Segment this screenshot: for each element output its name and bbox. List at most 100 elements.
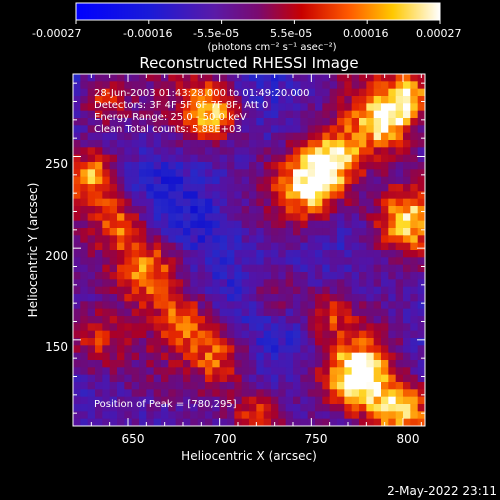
heatmap-cell	[344, 110, 353, 119]
heatmap-cell	[337, 308, 345, 317]
heatmap-cell	[117, 323, 125, 332]
heatmap-cell	[161, 110, 169, 119]
heatmap-cell	[307, 118, 316, 126]
heatmap-cell	[293, 140, 301, 148]
heatmap-cell	[256, 103, 265, 112]
heatmap-cell	[307, 125, 316, 134]
heatmap-cell	[212, 191, 221, 200]
heatmap-cell	[241, 345, 250, 354]
heatmap-cell	[410, 250, 419, 258]
heatmap-cell	[359, 213, 367, 222]
heatmap-cell	[329, 382, 338, 390]
heatmap-cell	[293, 330, 301, 339]
heatmap-cell	[212, 352, 221, 361]
heatmap-cell	[403, 389, 411, 398]
heatmap-cell	[109, 184, 118, 192]
heatmap-cell	[417, 396, 426, 405]
heatmap-cell	[307, 257, 316, 266]
heatmap-cell	[256, 140, 265, 148]
heatmap-cell	[234, 389, 243, 398]
heatmap-cell	[388, 272, 397, 280]
heatmap-cell	[337, 74, 345, 82]
heatmap-cell	[395, 389, 404, 398]
heatmap-cell	[410, 206, 419, 214]
heatmap-cell	[183, 308, 191, 317]
heatmap-cell	[410, 374, 419, 383]
heatmap-cell	[161, 396, 169, 405]
heatmap-cell	[241, 125, 250, 134]
heatmap-cell	[124, 242, 133, 251]
heatmap-cell	[351, 279, 360, 288]
heatmap-cell	[359, 74, 367, 82]
heatmap-cell	[153, 191, 162, 200]
heatmap-cell	[153, 206, 162, 214]
heatmap-cell	[117, 88, 125, 97]
heatmap-cell	[271, 264, 279, 273]
heatmap-cell	[124, 132, 133, 141]
heatmap-cell	[161, 294, 169, 302]
heatmap-cell	[241, 308, 250, 317]
heatmap-cell	[183, 176, 191, 185]
heatmap-cell	[95, 301, 103, 310]
heatmap-cell	[293, 316, 301, 324]
heatmap-cell	[102, 286, 111, 295]
heatmap-cell	[410, 257, 419, 266]
heatmap-cell	[153, 125, 162, 134]
heatmap-cell	[344, 184, 353, 192]
heatmap-cell	[395, 345, 404, 354]
heatmap-cell	[95, 169, 103, 178]
heatmap-cell	[381, 162, 389, 170]
heatmap-cell	[190, 264, 199, 273]
heatmap-cell	[227, 286, 235, 295]
heatmap-cell	[344, 250, 353, 258]
heatmap-cell	[373, 330, 382, 339]
heatmap-cell	[161, 286, 169, 295]
heatmap-cell	[315, 330, 323, 339]
heatmap-cell	[168, 125, 177, 134]
heatmap-cell	[87, 294, 96, 302]
heatmap-cell	[227, 360, 235, 368]
heatmap-cell	[212, 147, 221, 156]
heatmap-cell	[395, 162, 404, 170]
heatmap-cell	[395, 184, 404, 192]
heatmap-cell	[278, 184, 287, 192]
heatmap-cell	[381, 250, 389, 258]
heatmap-cell	[359, 198, 367, 207]
heatmap-cell	[139, 272, 147, 280]
heatmap-cell	[307, 191, 316, 200]
heatmap-cell	[190, 184, 199, 192]
heatmap-cell	[234, 367, 243, 376]
heatmap-cell	[153, 242, 162, 251]
heatmap-cell	[388, 132, 397, 141]
heatmap-cell	[227, 294, 235, 302]
heatmap-cell	[234, 396, 243, 405]
heatmap-cell	[95, 103, 103, 112]
heatmap-cell	[388, 213, 397, 222]
heatmap-cell	[351, 382, 360, 390]
heatmap-cell	[278, 198, 287, 207]
heatmap-cell	[403, 169, 411, 178]
heatmap-cell	[80, 132, 89, 141]
heatmap-cell	[337, 279, 345, 288]
heatmap-cell	[293, 389, 301, 398]
heatmap-cell	[183, 250, 191, 258]
heatmap-cell	[256, 213, 265, 222]
heatmap-cell	[285, 81, 294, 90]
heatmap-cell	[278, 125, 287, 134]
heatmap-cell	[359, 360, 367, 368]
heatmap-cell	[73, 103, 81, 112]
heatmap-cell	[183, 279, 191, 288]
heatmap-cell	[329, 118, 338, 126]
heatmap-cell	[234, 220, 243, 229]
heatmap-cell	[307, 330, 316, 339]
heatmap-cell	[80, 360, 89, 368]
heatmap-cell	[146, 367, 155, 376]
heatmap-cell	[249, 176, 257, 185]
heatmap-cell	[329, 301, 338, 310]
heatmap-cell	[124, 338, 133, 346]
heatmap-cell	[417, 96, 426, 104]
heatmap-cell	[175, 367, 184, 376]
heatmap-cell	[249, 404, 257, 412]
heatmap-cell	[293, 184, 301, 192]
heatmap-cell	[329, 74, 338, 82]
